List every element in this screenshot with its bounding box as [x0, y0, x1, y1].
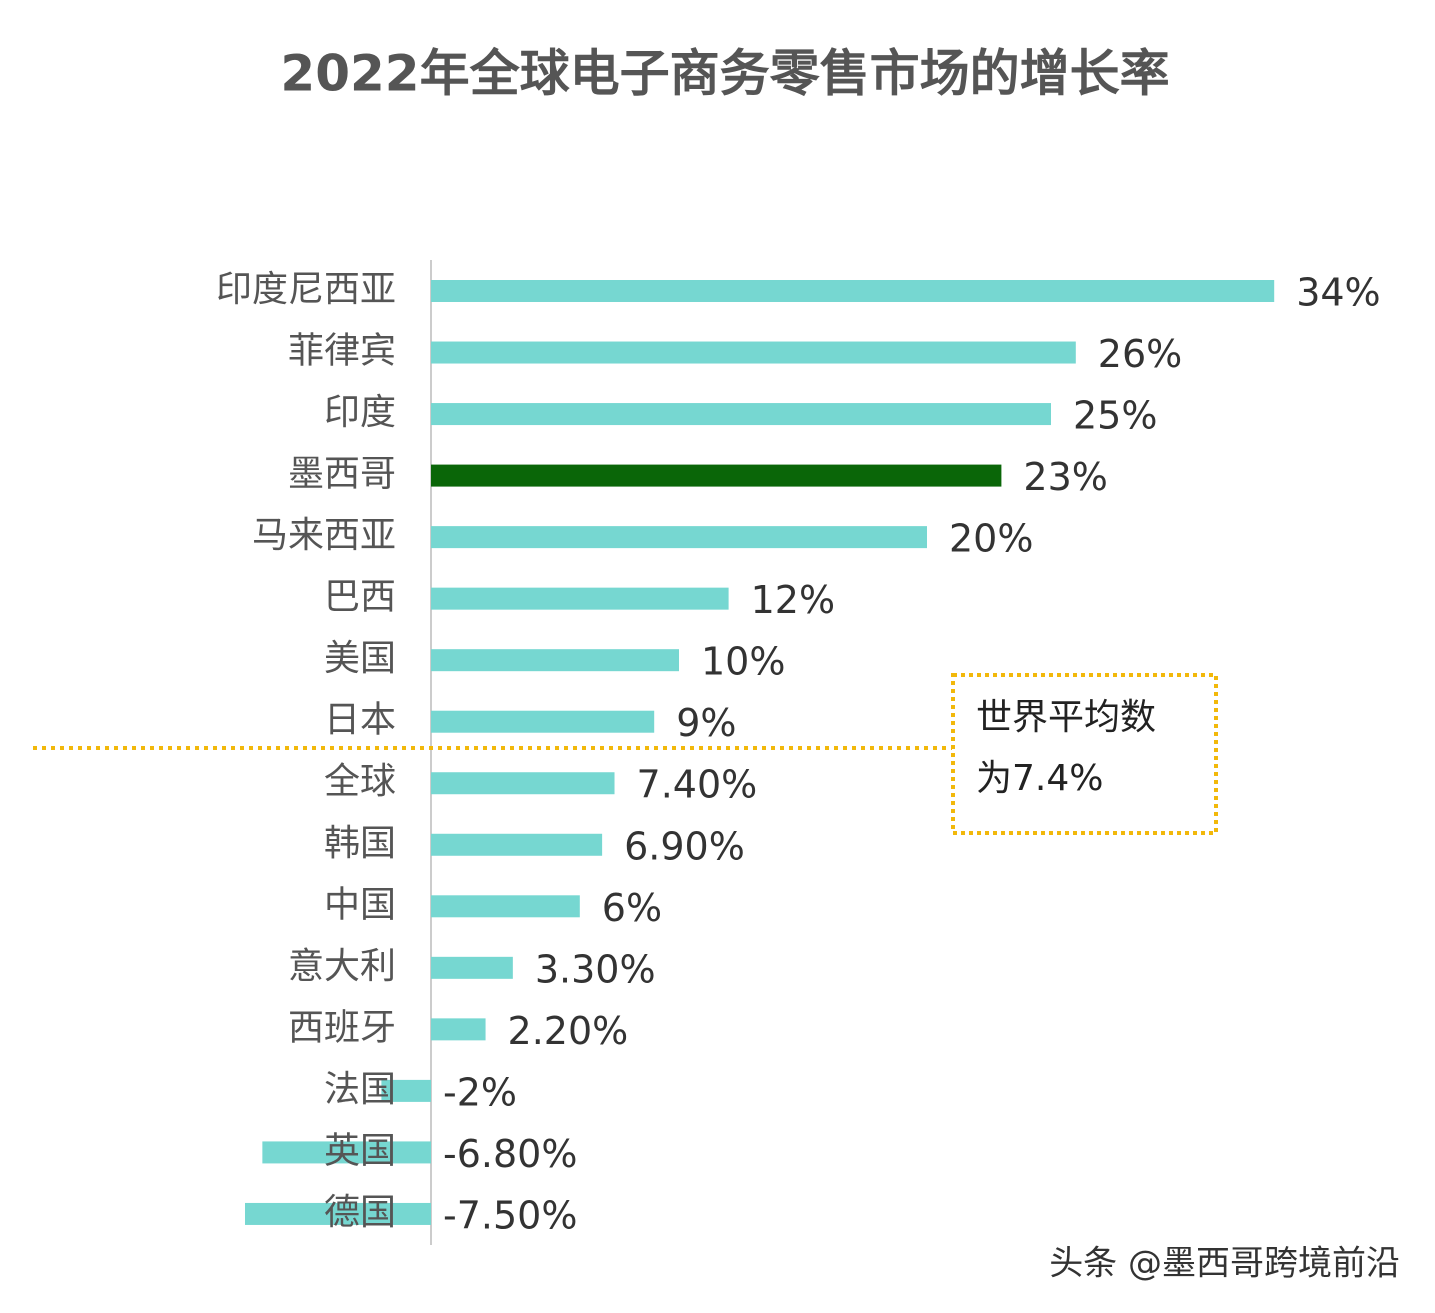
value-label: -7.50%: [443, 1193, 577, 1237]
category-label: 法国: [324, 1069, 396, 1110]
bar: [262, 1141, 431, 1164]
bar: [431, 280, 1275, 302]
value-label: 6.90%: [624, 824, 745, 868]
category-label: 德国: [324, 1192, 396, 1233]
category-label: 墨西哥: [288, 454, 396, 495]
bar: [431, 772, 615, 795]
category-label: 韩国: [324, 823, 396, 864]
chart-title: 2022年全球电子商务零售市场的增长率: [280, 45, 1169, 103]
bar: [381, 1079, 431, 1102]
category-label: 西班牙: [288, 1007, 396, 1048]
value-label: 25%: [1073, 394, 1157, 438]
annotation-text: 为7.4%: [976, 758, 1103, 799]
value-label: 6%: [602, 886, 662, 930]
value-label: 7.40%: [637, 763, 758, 807]
category-label: 中国: [324, 884, 396, 925]
value-label: 34%: [1296, 271, 1380, 315]
bar: [431, 1018, 486, 1041]
value-label: 12%: [751, 578, 835, 622]
value-label: 23%: [1023, 455, 1107, 499]
category-label: 马来西亚: [252, 515, 396, 556]
annotation-box: [951, 673, 1218, 835]
category-label: 日本: [324, 700, 396, 741]
bar: [431, 587, 729, 610]
category-label: 英国: [324, 1130, 396, 1171]
category-label: 巴西: [324, 577, 396, 618]
bar: [245, 1202, 431, 1225]
category-label: 美国: [324, 638, 396, 679]
value-label: 9%: [676, 701, 736, 745]
bar: [431, 710, 655, 733]
value-label: 26%: [1098, 332, 1182, 376]
value-label: -6.80%: [443, 1132, 577, 1176]
bar: [431, 526, 927, 549]
category-label: 意大利: [288, 946, 396, 987]
bar: [431, 464, 1002, 487]
category-label: 印度尼西亚: [216, 269, 396, 310]
bar: [431, 956, 513, 979]
value-label: 20%: [949, 517, 1033, 561]
bar: [431, 895, 580, 918]
value-label: 3.30%: [535, 947, 656, 991]
bar: [431, 833, 603, 856]
category-label: 全球: [324, 761, 396, 802]
value-label: 2.20%: [508, 1009, 629, 1053]
watermark: 头条 @墨西哥跨境前沿: [1049, 1244, 1400, 1284]
bar: [431, 649, 679, 672]
bar: [431, 403, 1051, 426]
value-label: 10%: [701, 640, 785, 684]
value-label: -2%: [443, 1070, 517, 1114]
annotation-text: 世界平均数: [976, 697, 1156, 738]
category-label: 印度: [324, 392, 396, 433]
category-label: 菲律宾: [288, 331, 396, 372]
bar: [431, 341, 1076, 364]
